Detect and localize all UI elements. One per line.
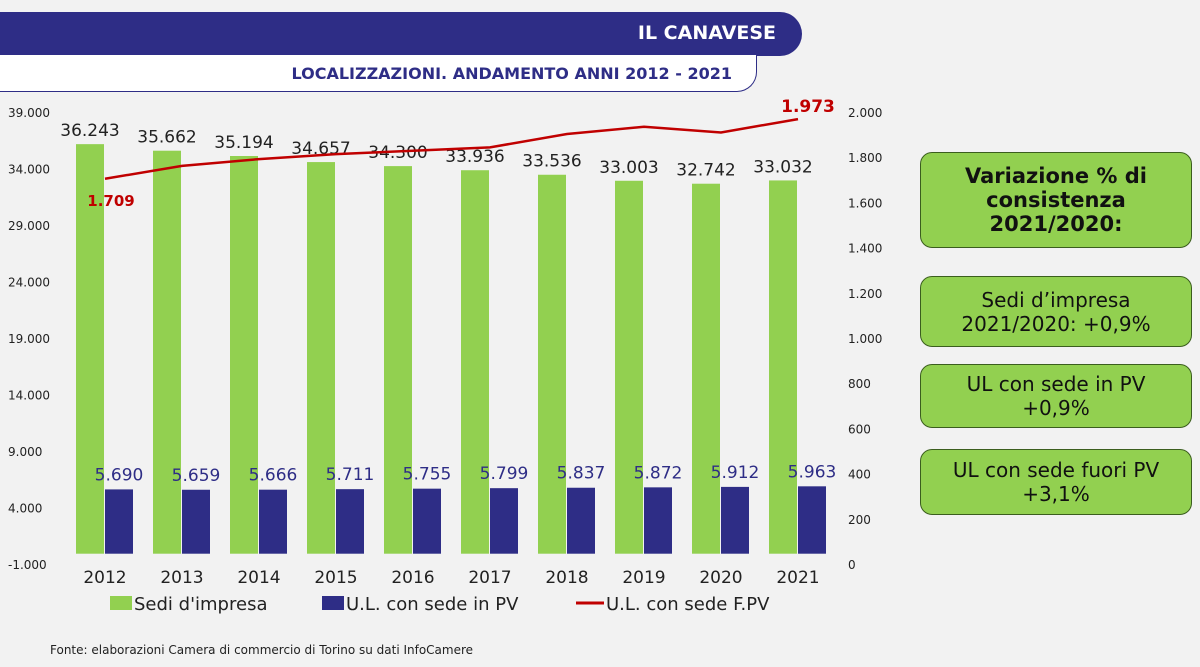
left-tick-label: 29.000 [8,219,50,233]
bar-sedi-impresa [615,180,643,554]
bar-label-sedi: 33.032 [753,157,812,177]
bar-ul-pv [644,487,672,554]
bar-label-sedi: 35.662 [137,128,196,148]
x-tick-label: 2012 [83,568,126,588]
line-label-last: 1.973 [781,97,835,117]
slide-subtitle: LOCALIZZAZIONI. ANDAMENTO ANNI 2012 - 20… [291,64,732,83]
right-tick-label: 1.200 [848,287,882,301]
right-tick-label: 2.000 [848,106,882,120]
bar-label-ul-pv: 5.872 [634,463,683,483]
box-line1: UL con sede in PV [966,372,1146,396]
bar-sedi-impresa [769,180,797,554]
bar-ul-pv [105,489,133,554]
line-ul-fpv [104,117,799,180]
right-tick-label: 1.000 [848,332,882,346]
right-tick-label: 1.800 [848,151,882,165]
bar-ul-pv [490,488,518,554]
bar-label-ul-pv: 5.711 [326,465,375,485]
legend-label-ul-fpv: U.L. con sede F.PV [606,594,770,615]
x-tick-label: 2017 [468,568,511,588]
bar-sedi-impresa [692,183,720,554]
right-tick-label: 1.400 [848,242,882,256]
x-tick-label: 2020 [699,568,742,588]
right-tick-label: 0 [848,558,856,572]
x-tick-label: 2015 [314,568,357,588]
bar-label-ul-pv: 5.659 [172,466,221,486]
variation-box-ul-pv: UL con sede in PV +0,9% [920,364,1192,428]
title-banner: IL CANAVESE [0,12,802,56]
bar-label-ul-pv: 5.666 [249,466,298,486]
box-line1: Sedi d’impresa [981,287,1131,312]
bar-sedi-impresa [538,174,566,554]
legend-swatch-sedi [110,596,132,610]
bar-sedi-impresa [461,170,489,554]
bar-label-sedi: 34.300 [368,143,427,163]
x-tick-label: 2019 [622,568,665,588]
bar-label-ul-pv: 5.690 [95,465,144,485]
bar-label-sedi: 35.194 [214,133,273,153]
legend-swatch-ul-pv [322,596,344,610]
right-tick-label: 200 [848,513,871,527]
subtitle-banner: LOCALIZZAZIONI. ANDAMENTO ANNI 2012 - 20… [0,55,757,92]
variation-box-ul-fpv: UL con sede fuori PV +3,1% [920,449,1192,515]
bar-label-ul-pv: 5.837 [557,464,606,484]
right-tick-label: 800 [848,377,871,391]
legend-label-sedi: Sedi d'impresa [134,594,267,615]
bar-ul-pv [259,489,287,554]
bar-label-sedi: 33.936 [445,147,504,167]
bar-ul-pv [798,486,826,554]
box-line2: +3,1% [1022,482,1090,506]
bar-label-sedi: 36.243 [60,121,119,141]
bar-sedi-impresa [76,144,104,554]
left-tick-label: 4.000 [8,502,42,516]
right-tick-label: 400 [848,468,871,482]
bar-label-ul-pv: 5.755 [403,465,452,485]
x-tick-label: 2018 [545,568,588,588]
bar-label-sedi: 33.536 [522,152,581,172]
line-label-first: 1.709 [87,192,134,210]
bar-ul-pv [567,487,595,554]
x-tick-label: 2014 [237,568,280,588]
left-tick-label: -1.000 [8,558,47,572]
x-tick-label: 2016 [391,568,434,588]
left-tick-label: 39.000 [8,106,50,120]
bar-ul-pv [182,489,210,554]
box-line1: UL con sede fuori PV [952,458,1160,482]
box-line2: +0,9% [1022,396,1090,420]
left-tick-label: 34.000 [8,163,50,177]
bar-label-ul-pv: 5.799 [480,464,529,484]
left-tick-label: 19.000 [8,332,50,346]
left-tick-label: 14.000 [8,389,50,403]
left-tick-label: 9.000 [8,445,42,459]
bar-label-ul-pv: 5.963 [788,462,837,482]
bar-label-ul-pv: 5.912 [711,463,760,483]
bar-sedi-impresa [307,162,335,554]
bar-sedi-impresa [153,150,181,554]
variation-title: Variazione % di consistenza 2021/2020: [965,164,1147,236]
bar-ul-pv [413,488,441,554]
left-tick-label: 24.000 [8,276,50,290]
slide-title: IL CANAVESE [637,22,776,44]
source-note: Fonte: elaborazioni Camera di commercio … [50,643,474,657]
bar-ul-pv [336,489,364,554]
variation-box-sedi: Sedi d’impresa 2021/2020: +0,9% [920,276,1192,347]
bar-label-sedi: 33.003 [599,158,658,178]
x-tick-label: 2021 [776,568,819,588]
box-line2: 2021/2020: +0,9% [961,311,1151,336]
bar-sedi-impresa [384,166,412,554]
x-tick-label: 2013 [160,568,203,588]
variation-title-box: Variazione % di consistenza 2021/2020: [920,152,1192,248]
right-tick-label: 600 [848,422,871,436]
legend-label-ul-pv: U.L. con sede in PV [346,594,519,615]
bar-ul-pv [721,486,749,554]
bar-sedi-impresa [230,156,258,554]
bar-label-sedi: 32.742 [676,161,735,181]
right-tick-label: 1.600 [848,196,882,210]
